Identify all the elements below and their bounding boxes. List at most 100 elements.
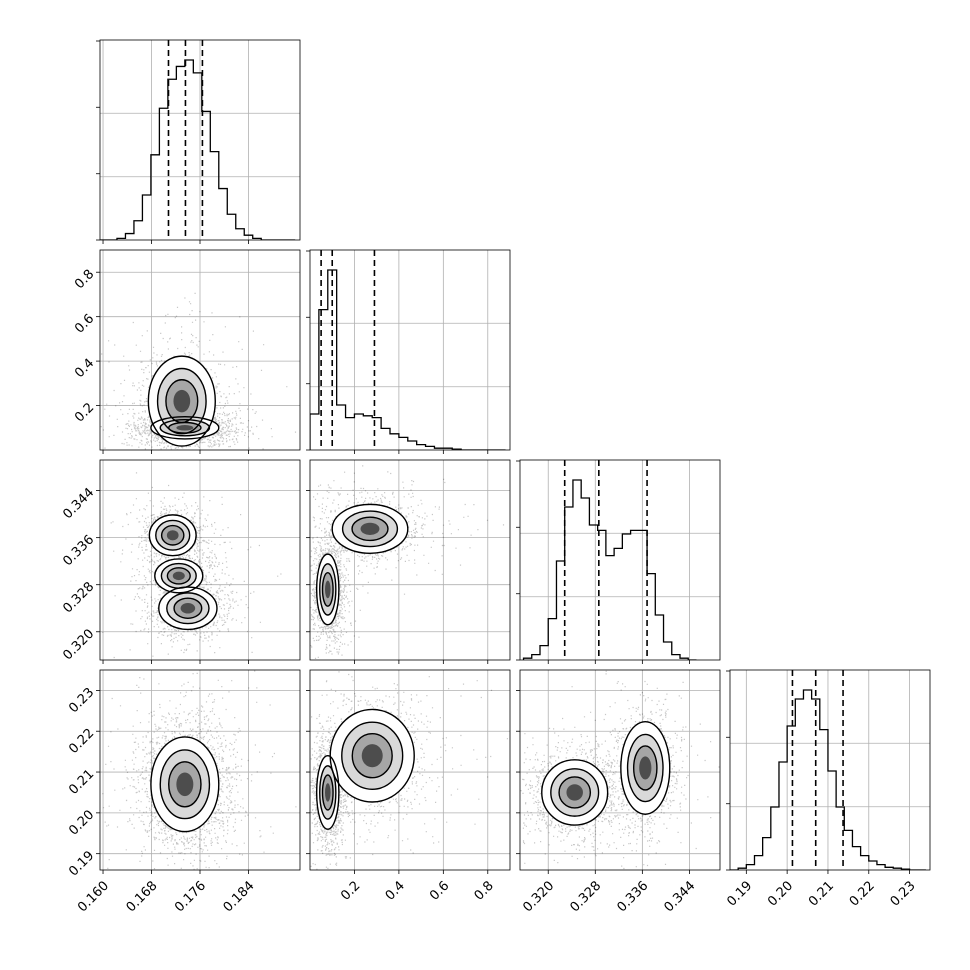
density-level (639, 756, 652, 780)
contour-line (321, 571, 334, 607)
panel-frame (309, 249, 511, 451)
scatter-points (310, 465, 505, 659)
contour-line (558, 776, 592, 809)
contour-line (166, 567, 191, 585)
contour-line (351, 733, 393, 779)
y-tick-label: 0.8 (72, 267, 97, 292)
contour-line (351, 516, 389, 542)
contour-line (632, 745, 658, 791)
panel-frame (309, 459, 511, 661)
y-tick-label: 0.344 (60, 485, 97, 522)
contour-line (159, 419, 211, 437)
contour-line (341, 721, 404, 790)
contour-line (341, 510, 399, 548)
density-layer (102, 670, 297, 870)
panel-frame (99, 669, 301, 871)
contour-line (147, 355, 216, 447)
contour-line (319, 765, 337, 820)
density-level (176, 772, 194, 797)
x-tick-label: 0.6 (427, 878, 452, 903)
contour-line (550, 768, 600, 817)
density-level (176, 425, 194, 431)
x-tick-label: 0.4 (383, 878, 408, 903)
y-tick-label: 0.320 (60, 626, 97, 663)
x-tick-label: 0.168 (124, 878, 161, 915)
density-layer (520, 670, 720, 870)
x-tick-label: 0.20 (765, 878, 796, 909)
histogram-p2 (522, 479, 697, 660)
y-tick-label: 0.328 (60, 579, 97, 616)
panel-2-0: 0.320 0.328 0.336 0.344 (60, 459, 301, 664)
histogram-p0 (100, 59, 296, 240)
contour-line (150, 736, 220, 833)
density-layer (100, 292, 297, 450)
panel-2-1 (306, 459, 511, 664)
contour-line (168, 761, 202, 808)
panel-3-3: 0.19 0.20 0.21 0.22 0.23 (724, 669, 931, 910)
x-tick-label: 0.184 (221, 878, 258, 915)
contour-line (329, 708, 415, 803)
panel-1-0: 0.2 0.4 0.6 0.8 (72, 249, 301, 454)
contour-line (319, 563, 337, 616)
density-level (325, 783, 331, 802)
contour-line (150, 415, 220, 440)
y-tick-label: 0.4 (72, 356, 97, 381)
contour-line (159, 749, 211, 820)
x-tick-label: 0.160 (75, 878, 112, 915)
contour-line (620, 720, 671, 815)
contour-line (148, 514, 197, 557)
density-level (325, 580, 331, 599)
x-tick-label: 0.344 (662, 878, 699, 915)
histogram-p1 (310, 269, 506, 450)
contour-line (321, 774, 334, 811)
density-level (360, 522, 380, 535)
panel-3-2: 0.320 0.328 0.336 0.344 (516, 669, 721, 915)
panel-frame (99, 39, 301, 241)
panel-0-0 (96, 39, 301, 244)
density-layer (102, 472, 282, 660)
contour-line (331, 503, 409, 554)
density-level (173, 389, 191, 413)
x-tick-label: 0.336 (614, 878, 651, 915)
panel-3-1: 0.2 0.4 0.6 0.8 (306, 669, 511, 904)
contour-line (315, 755, 340, 830)
x-tick-label: 0.19 (724, 878, 755, 909)
scatter-points (102, 472, 282, 660)
contour-line (160, 524, 185, 546)
panel-1-1 (306, 249, 511, 454)
x-tick-label: 0.328 (567, 878, 604, 915)
contour-line (154, 558, 204, 594)
density-level (180, 602, 196, 614)
y-tick-label: 0.22 (66, 726, 97, 757)
panel-frame (519, 669, 721, 871)
contour-line (160, 562, 197, 589)
x-tick-label: 0.2 (338, 878, 363, 903)
panel-frame (99, 459, 301, 661)
density-level (166, 530, 179, 541)
panel-frame (519, 459, 721, 661)
panel-3-0: 0.19 0.20 0.21 0.22 0.23 0.160 0.168 0.176 0.184 (66, 669, 301, 915)
contour-line (541, 759, 609, 826)
x-tick-label: 0.8 (472, 878, 497, 903)
density-layer (310, 671, 508, 870)
y-tick-label: 0.20 (66, 808, 97, 839)
y-tick-label: 0.6 (72, 311, 97, 336)
contour-line (166, 592, 210, 625)
x-tick-label: 0.22 (847, 878, 878, 909)
contour-line (165, 379, 199, 424)
y-tick-label: 0.19 (66, 848, 97, 879)
x-tick-label: 0.176 (172, 878, 209, 915)
panel-frame (309, 669, 511, 871)
contour-line (315, 553, 340, 626)
y-tick-label: 0.336 (60, 532, 97, 569)
contour-line (626, 733, 664, 803)
contour-line (156, 367, 207, 435)
x-tick-label: 0.320 (520, 878, 557, 915)
density-level (172, 571, 185, 581)
x-tick-label: 0.23 (888, 878, 919, 909)
contour-line (155, 519, 191, 551)
panel-frame (99, 249, 301, 451)
y-tick-label: 0.2 (72, 400, 97, 425)
histogram-p3 (730, 689, 926, 870)
